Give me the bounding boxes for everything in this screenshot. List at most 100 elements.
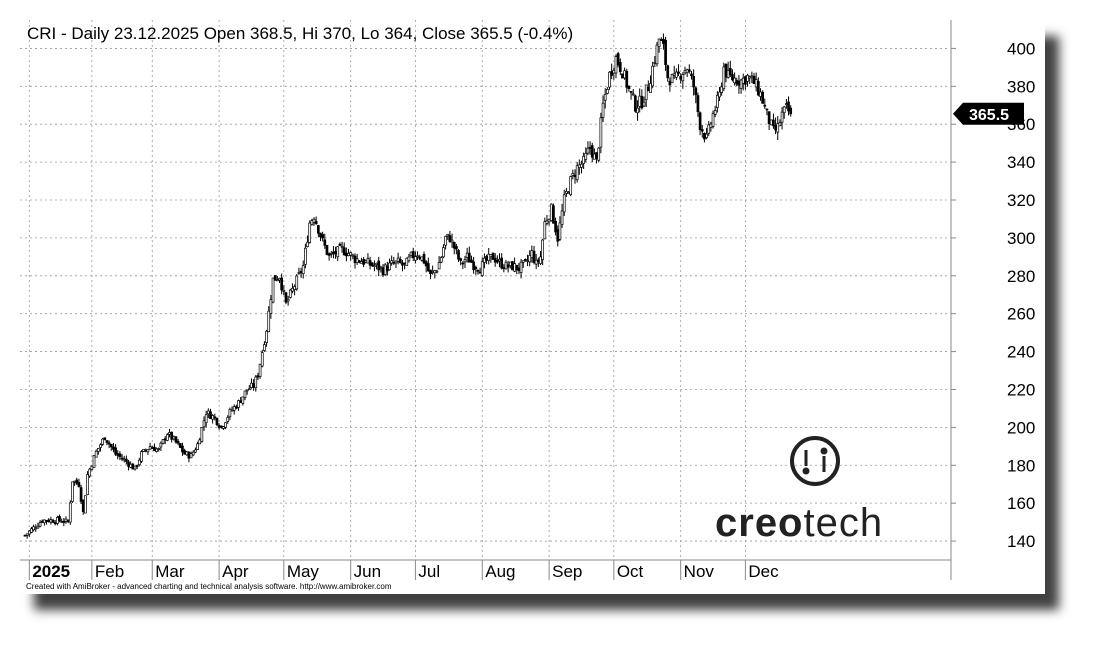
candle-body (433, 270, 437, 274)
candle-body (310, 220, 314, 225)
candle-body (112, 446, 115, 450)
candle-body (480, 261, 484, 276)
candle-body (571, 173, 575, 176)
candle-body (170, 431, 174, 440)
candle-body (508, 261, 512, 266)
candle-body (737, 80, 741, 86)
candle-body (552, 205, 555, 224)
candle-body (767, 111, 771, 125)
candle-body (388, 262, 391, 271)
candle-body (739, 79, 743, 89)
candle-body (485, 256, 488, 261)
candle-body (357, 260, 361, 263)
candle-body (545, 220, 549, 224)
candle-body (71, 481, 74, 502)
candle-body (644, 84, 648, 101)
candle-body (381, 267, 385, 276)
candle-body (282, 289, 286, 292)
candle-body (260, 352, 264, 367)
candle-body (636, 107, 639, 114)
y-tick-label: 160 (1007, 494, 1035, 513)
candle-body (407, 256, 411, 262)
x-tick-label: May (287, 562, 320, 581)
candle-body (319, 232, 322, 238)
candle-body (543, 221, 547, 240)
candle-body (726, 70, 730, 78)
candle-body (355, 258, 359, 264)
candle-body (312, 218, 316, 223)
candle-body (465, 252, 469, 258)
candle-body (679, 76, 683, 80)
x-tick-label: Feb (95, 562, 124, 581)
candle-body (504, 261, 508, 270)
candle-body (383, 264, 387, 275)
candle-body (435, 270, 439, 273)
y-tick-label: 260 (1007, 305, 1035, 324)
candle-body (455, 246, 458, 250)
candle-body (144, 449, 148, 452)
candle-body (668, 80, 672, 86)
candle-body (36, 525, 40, 529)
y-tick-label: 140 (1007, 532, 1035, 551)
x-tick-label: Nov (684, 562, 715, 581)
candle-body (392, 262, 396, 264)
last-value-marker: 365.5 (953, 102, 1024, 125)
candle-body (90, 465, 94, 470)
candle-body (127, 461, 130, 467)
candle-body (316, 225, 320, 234)
candle-body (716, 95, 719, 108)
candle-body (524, 259, 527, 261)
candle-body (202, 420, 206, 428)
x-tick-label: Oct (617, 562, 644, 581)
candle-body (558, 222, 562, 240)
y-tick-label: 180 (1007, 456, 1035, 475)
candle-body (232, 406, 236, 411)
candle-body (720, 86, 724, 93)
y-tick-label: 380 (1007, 77, 1035, 96)
candle-body (200, 427, 204, 442)
candle-body (629, 91, 633, 93)
candle-body (142, 448, 145, 452)
candle-body (683, 70, 687, 74)
candle-body (700, 129, 704, 132)
candle-body (646, 86, 650, 92)
grid-layer (20, 20, 950, 560)
candle-body (323, 239, 327, 246)
candle-body (463, 259, 467, 263)
candle-body (168, 432, 171, 435)
candle-body (573, 174, 577, 178)
candle-body (521, 260, 525, 263)
candle-body (88, 468, 92, 477)
candle-body (291, 287, 294, 292)
candle-body (269, 299, 273, 314)
candle-body (64, 518, 68, 522)
candle-body (763, 104, 767, 107)
y-tick-label: 280 (1007, 267, 1035, 286)
candle-body (364, 260, 368, 263)
candle-body (528, 255, 532, 263)
x-tick-label: Mar (155, 562, 185, 581)
candle-body (94, 450, 98, 458)
x-tick-label: Aug (485, 562, 515, 581)
y-axis-ticks: 1401601802002202402602803003203403603804… (951, 39, 1035, 551)
candle-body (627, 85, 631, 89)
candle-body (362, 259, 365, 265)
candle-body (424, 261, 428, 267)
candle-body (25, 533, 29, 536)
candle-body (769, 119, 773, 126)
candle-body (728, 68, 732, 76)
candle-body (224, 422, 227, 428)
candle-body (670, 73, 674, 84)
candle-body (498, 258, 501, 262)
candle-body (194, 449, 197, 453)
candle-body (360, 261, 363, 264)
candle-body (741, 77, 745, 84)
candle-body (334, 251, 337, 255)
candle-body (459, 258, 463, 261)
candle-body (444, 235, 447, 246)
candle-body (288, 289, 292, 298)
candle-body (547, 219, 551, 223)
candle-body (314, 221, 318, 224)
x-tick-label: Jun (354, 562, 381, 581)
candle-body (265, 330, 268, 343)
